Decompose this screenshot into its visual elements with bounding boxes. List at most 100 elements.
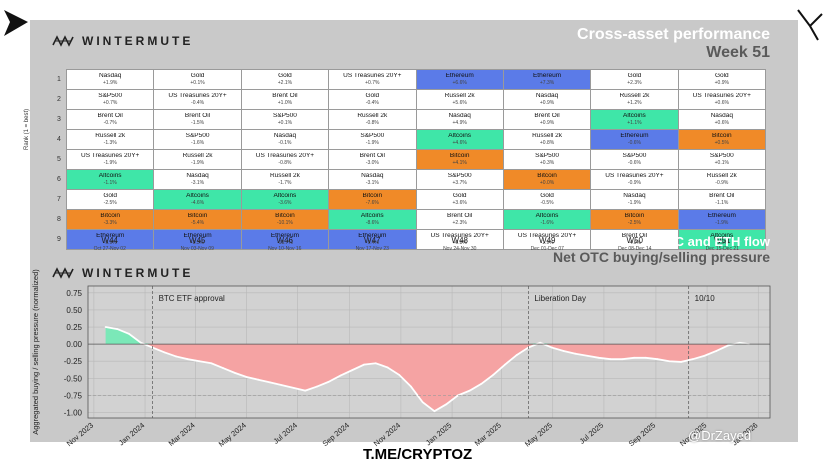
x-tick-label: Mar 2025	[473, 421, 503, 448]
flow-point	[738, 341, 741, 344]
asset-return: +0.1%	[277, 119, 293, 126]
asset-name: Altcoins -1.1%	[67, 173, 153, 186]
asset-name: US Treasuries 20Y+ +0.6%	[679, 93, 765, 106]
table-cell: Russell 2k +5.6%	[415, 89, 504, 110]
asset-return: +7.3%	[539, 79, 555, 86]
asset-name: Altcoins +1.1%	[591, 113, 677, 126]
asset-return: -10.1%	[277, 219, 293, 226]
table-cell: Nasdaq +0.9%	[502, 89, 592, 110]
asset-name: Russell 2k -1.7%	[242, 173, 328, 186]
table-cell: US Treasuries 20Y+ +0.8%	[415, 229, 504, 250]
table-cell: Altcoins -1.5%	[677, 229, 767, 250]
flow-point	[257, 378, 260, 381]
asset-name: US Treasuries 20Y+ +0.8%	[417, 233, 503, 246]
asset-name: Altcoins -4.6%	[154, 193, 240, 206]
asset-return: +0.0%	[539, 179, 555, 186]
table-cell: US Treasuries 20Y+ -0.9%	[590, 169, 679, 190]
rank-label: 2	[57, 96, 61, 103]
asset-name: Nasdaq +0.6%	[679, 113, 765, 126]
table-cell: Brent Oil +1.0%	[240, 89, 330, 110]
table-cell: Nasdaq -3.1%	[153, 169, 242, 190]
wintermute-logo-icon	[52, 267, 74, 279]
x-tick-label: Nov 2023	[65, 421, 95, 449]
week-label: W45 Nov 03-Nov 09	[154, 236, 242, 252]
week-dates: Nov 17-Nov 23	[355, 246, 389, 252]
asset-return: -0.9%	[627, 179, 641, 186]
week-labels: W44 Oct 27-Nov 02 W45 Nov 03-Nov 09 W46 Nov 1…	[66, 236, 766, 252]
asset-name: Brent Oil +0.9%	[504, 113, 590, 126]
table-cell: S&P500 +0.3%	[502, 149, 592, 170]
asset-name: Altcoins +4.6%	[417, 133, 503, 146]
table-cell: Altcoins -3.6%	[240, 189, 330, 210]
asset-name: Gold -2.5%	[67, 193, 153, 206]
x-tick-label: Jul 2024	[271, 421, 299, 446]
table-cell: Russell 2k +0.8%	[502, 129, 592, 150]
table-cell: Gold -0.5%	[502, 189, 592, 210]
table-cell: Ethereum -8.3%	[153, 229, 242, 250]
asset-name: Ethereum +7.3%	[504, 73, 590, 86]
asset-name: Nasdaq -1.9%	[591, 193, 677, 206]
flow-point	[433, 410, 436, 413]
table-cell: S&P500 -1.6%	[153, 129, 242, 150]
flow-point	[574, 352, 577, 355]
event-label: BTC ETF approval	[159, 294, 225, 303]
week-number: W45	[189, 236, 206, 245]
asset-return: +0.9%	[539, 119, 555, 126]
asset-return: +2.1%	[277, 79, 293, 86]
asset-name: Bitcoin -2.5%	[591, 213, 677, 226]
asset-return: +1.0%	[277, 99, 293, 106]
asset-return: -3.6%	[278, 199, 292, 206]
flow-point	[691, 358, 694, 361]
asset-name: Altcoins -1.5%	[679, 233, 765, 246]
asset-name: Gold +3.6%	[417, 193, 503, 206]
asset-return: -13.7%	[277, 239, 293, 246]
asset-return: +0.5%	[714, 139, 729, 146]
rank-label: 6	[57, 176, 61, 183]
table-title: Cross-asset performance	[577, 26, 770, 43]
week-dates: Dec 08-Dec 14	[618, 246, 652, 252]
table-cell: Bitcoin -10.1%	[240, 209, 330, 230]
asset-return: -0.8%	[278, 159, 292, 166]
asset-name: Bitcoin -3.3%	[67, 213, 153, 226]
asset-name: Nasdaq +4.9%	[417, 113, 503, 126]
y-tick-label: 0.50	[66, 306, 82, 315]
table-cell: Brent Oil -1.1%	[677, 189, 767, 210]
asset-name: Gold +2.1%	[242, 73, 328, 86]
table-cell: Bitcoin -2.5%	[590, 209, 679, 230]
table-cell: Russell 2k -0.8%	[328, 109, 417, 130]
asset-name: Brent Oil -3.0%	[329, 153, 415, 166]
asset-name: Gold +0.9%	[679, 73, 765, 86]
flow-point	[374, 362, 377, 365]
asset-return: -1.9%	[191, 159, 205, 166]
asset-name: Ethereum -8.3%	[154, 233, 240, 246]
table-cell: Russell 2k -1.9%	[153, 149, 242, 170]
brand-name: WINTERMUTE	[82, 34, 194, 48]
asset-name: US Treasuries 20Y+ -0.9%	[591, 173, 677, 186]
asset-name: Nasdaq -3.1%	[329, 173, 415, 186]
asset-return: +0.6%	[714, 119, 729, 126]
asset-name: S&P500 +0.1%	[242, 113, 328, 126]
flow-point	[398, 374, 401, 376]
table-cell: US Treasuries 20Y+ -0.8%	[240, 149, 330, 170]
flow-point	[163, 351, 166, 354]
x-tick-label: Jul 2025	[578, 421, 606, 446]
asset-name: S&P500 +0.1%	[679, 153, 765, 166]
flow-point	[139, 341, 142, 344]
asset-return: +6.6%	[452, 79, 467, 86]
flow-point	[351, 369, 354, 372]
y-tick-label: 0.75	[66, 289, 82, 298]
flow-point	[633, 356, 636, 359]
asset-return: -1.6%	[540, 219, 554, 226]
table-cell: Ethereum -5.9%	[65, 229, 155, 250]
flow-point	[480, 382, 483, 385]
asset-name: Brent Oil -0.7%	[67, 113, 153, 126]
rank-label: 7	[57, 196, 61, 203]
table-cell: Ethereum -9.4%	[328, 229, 417, 250]
asset-return: +1.1%	[627, 119, 642, 126]
table-cell: Ethereum -0.6%	[590, 129, 679, 150]
flow-point	[292, 387, 295, 389]
table-cell: Altcoins -4.6%	[153, 189, 242, 210]
asset-name: Brent Oil +1.0%	[242, 93, 328, 106]
asset-name: Ethereum -13.7%	[242, 233, 328, 246]
asset-return: -0.5%	[540, 199, 554, 206]
